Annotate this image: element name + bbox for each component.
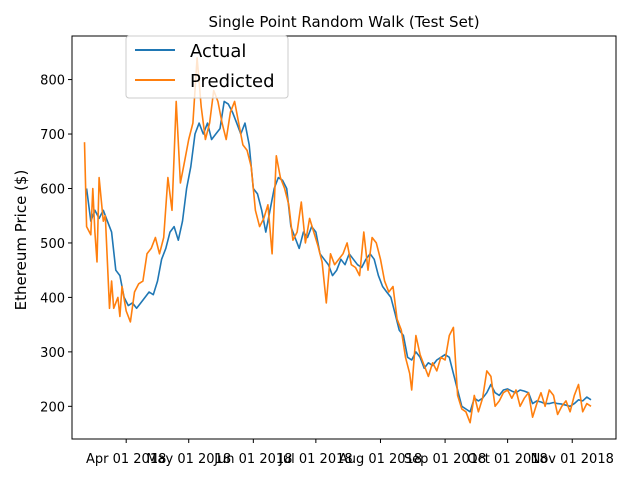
series-line-predicted <box>83 57 592 424</box>
x-tick-label: Apr 01 2018 <box>86 452 166 467</box>
x-tick-label: Sep 01 2018 <box>404 452 486 467</box>
y-tick-label: 500 <box>40 237 65 252</box>
x-tick-label: Jul 01 2018 <box>278 452 353 467</box>
series-line-actual <box>85 100 592 413</box>
y-tick-label: 800 <box>40 74 65 89</box>
x-tick-label: Oct 01 2018 <box>467 452 547 467</box>
legend: Actual Predicted <box>125 35 289 99</box>
x-tick-label: Jun 01 2018 <box>213 452 292 467</box>
series-layer <box>83 57 592 424</box>
chart-title: Single Point Random Walk (Test Set) <box>208 13 479 31</box>
y-tick-label: 400 <box>40 291 65 306</box>
x-tick-label: May 01 2018 <box>146 452 231 467</box>
legend-box <box>125 35 289 99</box>
y-axis-label: Ethereum Price ($) <box>12 170 30 311</box>
legend-label-predicted: Predicted <box>190 71 275 92</box>
y-tick-label: 200 <box>40 400 65 415</box>
legend-label-actual: Actual <box>190 41 246 62</box>
y-tick-label: 600 <box>40 182 65 197</box>
x-tick-label: Nov 01 2018 <box>531 452 614 467</box>
plot-frame <box>71 35 617 440</box>
x-tick-label: Aug 01 2018 <box>339 452 422 467</box>
y-axis: 200 300 400 500 600 700 800 <box>40 74 72 415</box>
y-tick-label: 300 <box>40 346 65 361</box>
y-tick-label: 700 <box>40 128 65 143</box>
